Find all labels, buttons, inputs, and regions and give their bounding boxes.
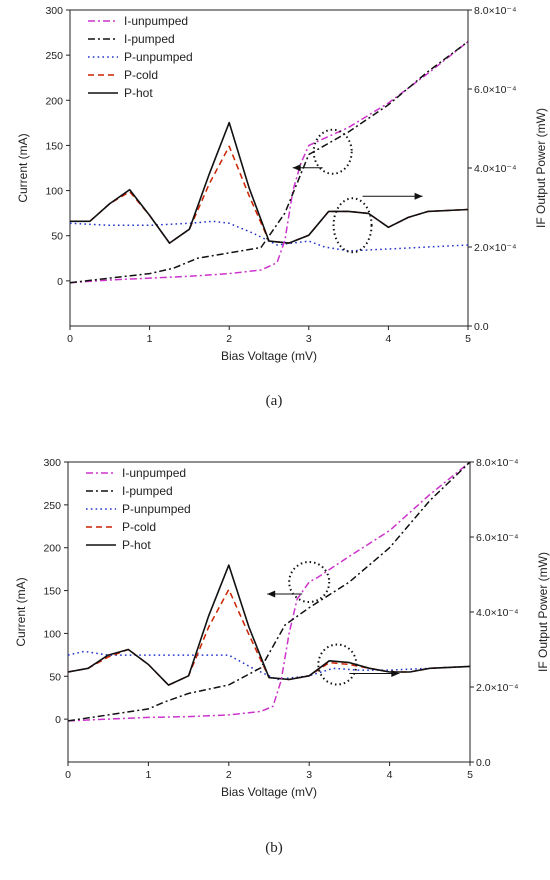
x-tick-label: 1 xyxy=(147,333,153,345)
series-i-unpumped xyxy=(67,461,471,722)
annotation-ellipse xyxy=(288,561,331,603)
annotation-ellipse xyxy=(332,197,373,254)
x-axis-title: Bias Voltage (mV) xyxy=(221,785,317,799)
series-i-pumped xyxy=(69,40,469,284)
y-tick-label: 0 xyxy=(55,714,61,726)
legend-label-p-hot: P-hot xyxy=(122,538,151,552)
panel-caption: (b) xyxy=(265,840,283,856)
chart-panel-b: 0 1 2 3 4 50501001502002503000.02.0×10⁻⁴4.0×1… xyxy=(14,457,550,856)
legend-label-i-pumped: I-pumped xyxy=(124,32,175,46)
x-tick-label: 5 xyxy=(465,333,471,345)
legend-label-i-pumped: I-pumped xyxy=(122,484,173,498)
annotation-arrowhead xyxy=(391,670,400,677)
annotation-arrowhead xyxy=(414,192,423,200)
y2-tick-label: 2.0×10⁻⁴ xyxy=(474,242,516,254)
legend-label-p-unpumped: P-unpumped xyxy=(124,50,193,64)
y-tick-label: 50 xyxy=(49,671,61,683)
x-tick-label: 4 xyxy=(387,769,393,781)
series-p-cold xyxy=(70,145,469,244)
y-tick-label: 300 xyxy=(45,5,63,17)
y-tick-label: 250 xyxy=(43,500,61,512)
y-tick-label: 0 xyxy=(57,276,63,288)
x-tick-label: 3 xyxy=(306,769,312,781)
y-tick-label: 150 xyxy=(45,140,63,152)
y2-tick-label: 0.0 xyxy=(476,757,491,769)
y2-tick-label: 6.0×10⁻⁴ xyxy=(474,84,516,96)
x-axis-title: Bias Voltage (mV) xyxy=(221,349,317,363)
y-tick-label: 100 xyxy=(43,628,61,640)
legend-label-i-unpumped: I-unpumped xyxy=(122,466,186,480)
x-tick-label: 0 xyxy=(65,769,71,781)
y-axis-title: Current (mA) xyxy=(16,133,30,202)
x-tick-label: 0 xyxy=(67,333,73,345)
series-p-cold xyxy=(67,588,471,686)
series-i-unpumped xyxy=(69,41,469,284)
annotation-arrowhead xyxy=(292,164,301,172)
series-i-pumped xyxy=(67,461,471,722)
x-tick-label: 1 xyxy=(145,769,151,781)
y-tick-label: 100 xyxy=(45,186,63,198)
y-tick-label: 200 xyxy=(43,543,61,555)
y2-tick-label: 8.0×10⁻⁴ xyxy=(476,457,518,469)
legend-label-p-hot: P-hot xyxy=(124,86,153,100)
y-tick-label: 200 xyxy=(45,95,63,107)
y-axis-title: Current (mA) xyxy=(14,577,28,646)
panel-caption: (a) xyxy=(266,393,283,409)
legend-label-p-cold: P-cold xyxy=(122,520,156,534)
x-tick-label: 5 xyxy=(467,769,473,781)
y2-tick-label: 0.0 xyxy=(474,321,489,333)
x-tick-label: 4 xyxy=(385,333,391,345)
y2-tick-label: 4.0×10⁻⁴ xyxy=(476,607,518,619)
annotation-ellipse xyxy=(312,128,353,175)
y-tick-label: 150 xyxy=(43,586,61,598)
legend-label-i-unpumped: I-unpumped xyxy=(124,14,188,28)
y2-tick-label: 6.0×10⁻⁴ xyxy=(476,532,518,544)
series-p-unpumped xyxy=(67,650,471,681)
x-tick-label: 2 xyxy=(226,333,232,345)
x-tick-label: 2 xyxy=(226,769,232,781)
x-tick-label: 3 xyxy=(306,333,312,345)
chart-panel-a: 0 1 2 3 4 50501001502002503000.02.0×10⁻⁴4.0×1… xyxy=(16,5,548,409)
legend-label-p-unpumped: P-unpumped xyxy=(122,502,191,516)
series-p-hot xyxy=(70,121,469,244)
annotation-arrowhead xyxy=(267,590,276,598)
y2-axis-title: IF Output Power (mW) xyxy=(536,552,550,672)
series-p-unpumped xyxy=(69,220,469,252)
y-tick-label: 300 xyxy=(43,457,61,469)
y-tick-label: 50 xyxy=(51,231,63,243)
legend-label-p-cold: P-cold xyxy=(124,68,158,82)
y2-axis-title: IF Output Power (mW) xyxy=(534,108,548,228)
series-p-hot xyxy=(67,564,471,686)
y-tick-label: 250 xyxy=(45,50,63,62)
annotation-ellipse xyxy=(317,643,358,686)
y2-tick-label: 8.0×10⁻⁴ xyxy=(474,5,516,17)
y2-tick-label: 2.0×10⁻⁴ xyxy=(476,682,518,694)
y2-tick-label: 4.0×10⁻⁴ xyxy=(474,163,516,175)
